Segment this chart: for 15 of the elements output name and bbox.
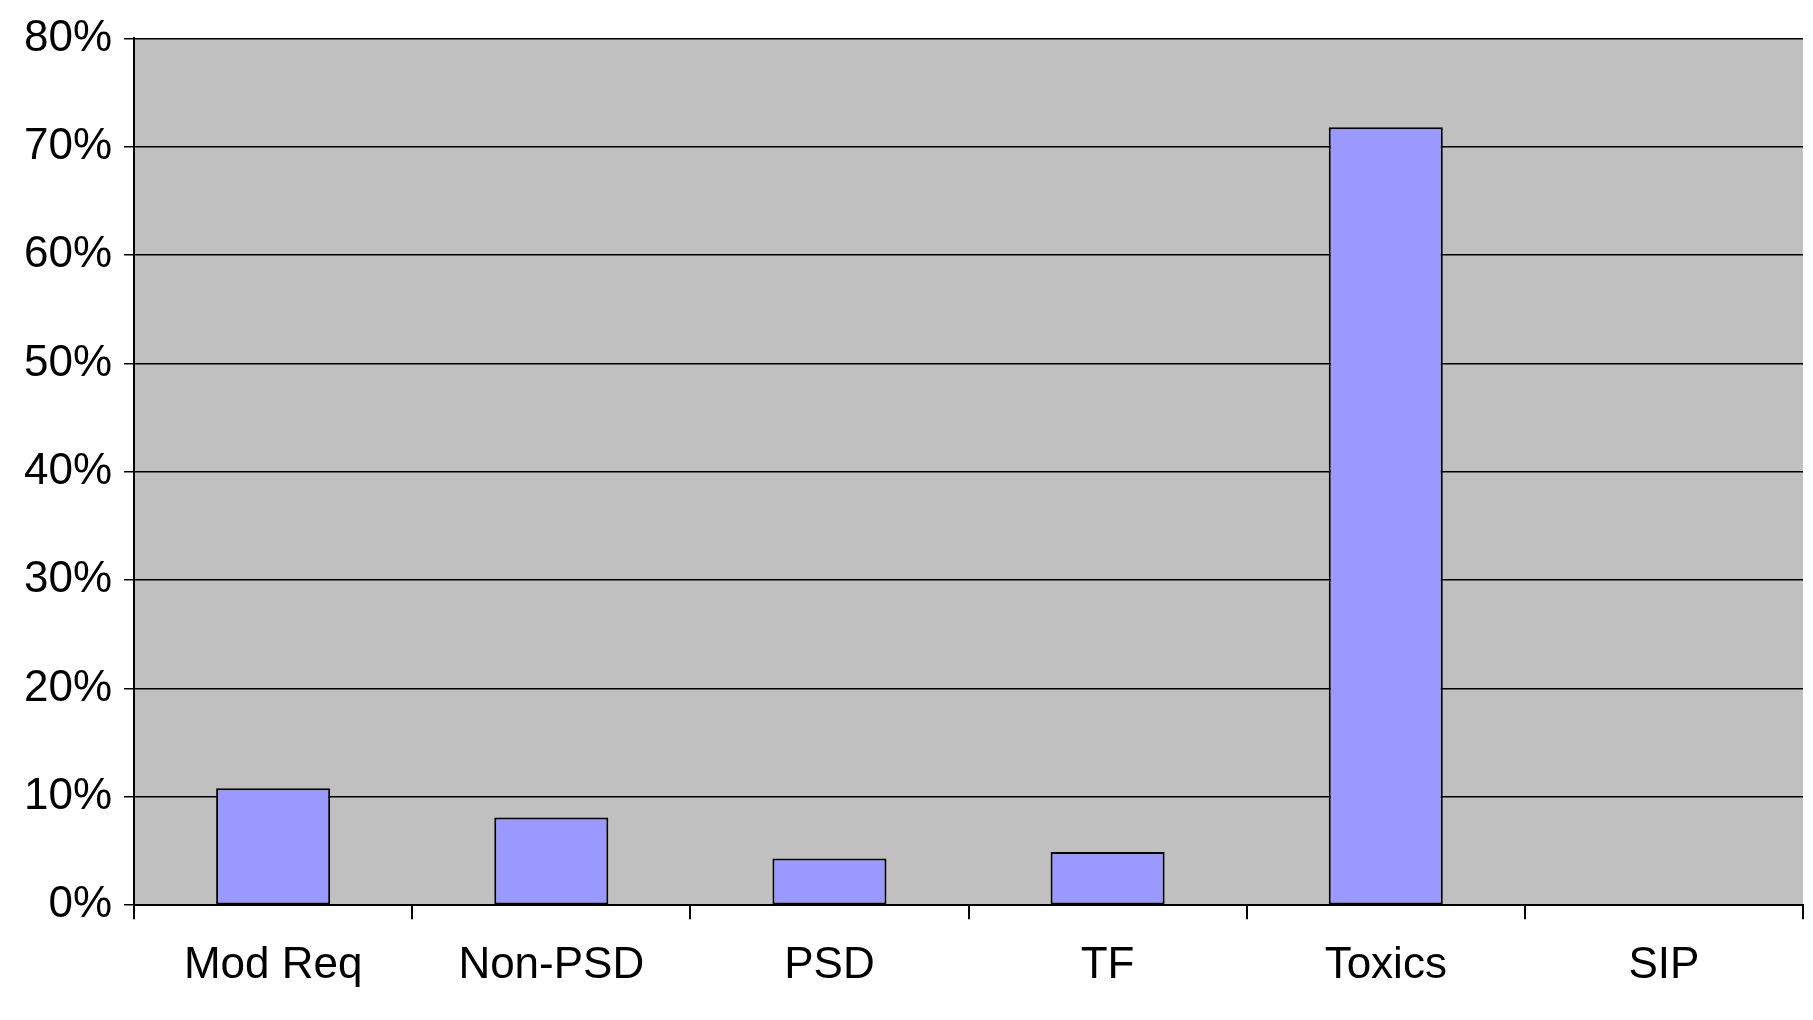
y-tick-label: 20% <box>23 660 113 710</box>
x-tick-label: SIP <box>1628 937 1700 987</box>
y-tick-label: 30% <box>23 552 113 602</box>
y-tick-label: 0% <box>48 877 113 927</box>
y-tick-label: 40% <box>23 443 113 493</box>
y-tick-label: 10% <box>23 768 113 818</box>
x-tick-label: TF <box>1080 937 1135 987</box>
y-tick-label: 60% <box>23 227 113 277</box>
y-tick-label: 50% <box>23 335 113 385</box>
y-tick-label: 80% <box>23 10 113 60</box>
x-tick-label: Mod Req <box>183 937 363 987</box>
x-tick-label: PSD <box>784 937 875 987</box>
x-tick-label: Toxics <box>1324 937 1447 987</box>
x-tick-label: Non-PSD <box>458 937 645 987</box>
y-tick-label: 70% <box>23 118 113 168</box>
